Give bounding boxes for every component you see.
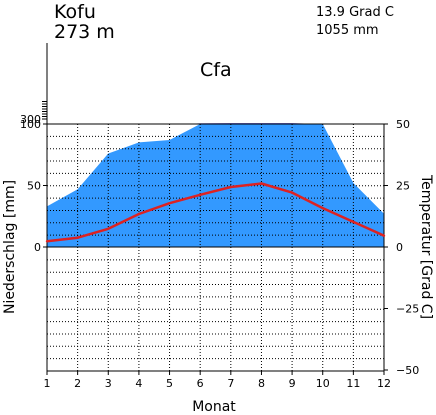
precip-tick-label: 50 xyxy=(27,180,41,193)
temperature-point xyxy=(168,202,171,205)
annual-precipitation: 1055 mm xyxy=(316,23,379,38)
x-tick-label: 6 xyxy=(197,377,204,390)
x-tick-label: 8 xyxy=(258,377,265,390)
temperature-point xyxy=(382,234,386,237)
x-tick-label: 2 xyxy=(74,377,81,390)
station-name: Kofu xyxy=(54,1,96,23)
temperature-point xyxy=(45,240,49,243)
x-tick-label: 7 xyxy=(227,377,234,390)
x-tick-label: 9 xyxy=(289,377,296,390)
x-tick-label: 3 xyxy=(105,377,112,390)
climate-class: Cfa xyxy=(200,59,232,81)
left-axis-label: Niederschlag [mm] xyxy=(2,180,18,314)
temp-tick-label: 50 xyxy=(396,118,410,131)
temp-tick-label: −50 xyxy=(396,364,419,377)
x-tick-label: 11 xyxy=(346,377,360,390)
x-tick-label: 1 xyxy=(44,377,51,390)
x-ticks: 1 2 3 4 5 6 7 8 9 10 11 12 xyxy=(44,371,391,390)
temperature-point xyxy=(76,236,79,239)
temperature-line xyxy=(46,182,385,243)
temp-tick-label: 25 xyxy=(396,180,410,193)
x-axis-label: Monat xyxy=(192,399,236,415)
station-elevation: 273 m xyxy=(54,21,115,43)
temp-tick-label: −25 xyxy=(396,303,419,316)
temp-tick-label: 0 xyxy=(396,241,403,254)
temperature-point xyxy=(290,191,294,194)
upper-precip-scale xyxy=(42,43,48,124)
mean-temperature: 13.9 Grad C xyxy=(316,5,394,20)
temperature-point xyxy=(198,193,202,196)
precip-tick-label: 300 xyxy=(20,113,41,126)
precipitation-area-group xyxy=(47,123,384,247)
temperature-point xyxy=(229,185,233,189)
temperature-point xyxy=(137,212,141,216)
precip-tick-label: 0 xyxy=(34,241,41,254)
temperature-series xyxy=(45,182,386,243)
x-tick-label: 5 xyxy=(166,377,173,390)
right-axis-label: Temperatur [Grad C] xyxy=(418,174,434,319)
x-tick-label: 10 xyxy=(316,377,330,390)
temperature-point xyxy=(321,206,324,210)
x-tick-label: 4 xyxy=(135,377,142,390)
temperature-point xyxy=(107,227,110,230)
temperature-point xyxy=(352,220,355,224)
precip-tick-label: 100 xyxy=(20,118,41,131)
temperature-point xyxy=(260,182,263,185)
x-tick-label: 12 xyxy=(377,377,391,390)
